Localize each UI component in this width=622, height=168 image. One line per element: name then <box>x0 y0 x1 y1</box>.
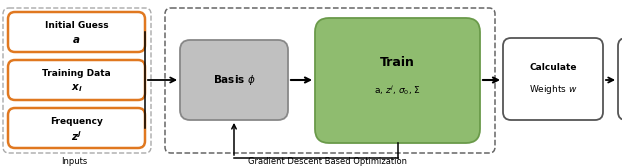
Text: Train: Train <box>380 56 415 69</box>
Text: $\bfit{z}^j$: $\bfit{z}^j$ <box>71 129 82 143</box>
Text: Frequency: Frequency <box>50 117 103 126</box>
Text: Gradient Descent Based Optimization: Gradient Descent Based Optimization <box>248 157 407 166</box>
Text: a, $z^j$, $\sigma_0$, $\Sigma$: a, $z^j$, $\sigma_0$, $\Sigma$ <box>374 83 421 97</box>
FancyBboxPatch shape <box>8 108 145 148</box>
Text: Basis $\phi$: Basis $\phi$ <box>213 73 256 87</box>
Text: Inputs: Inputs <box>62 157 88 166</box>
FancyBboxPatch shape <box>180 40 288 120</box>
FancyBboxPatch shape <box>315 18 480 143</box>
Text: Training Data: Training Data <box>42 69 111 78</box>
FancyBboxPatch shape <box>8 12 145 52</box>
Text: Initial Guess: Initial Guess <box>45 21 108 30</box>
FancyBboxPatch shape <box>8 60 145 100</box>
Text: Weights $w$: Weights $w$ <box>529 82 577 95</box>
Text: $\bfit{x}_i$: $\bfit{x}_i$ <box>71 82 82 94</box>
Text: Calculate: Calculate <box>529 62 577 72</box>
FancyBboxPatch shape <box>618 38 622 120</box>
Text: a: a <box>73 35 80 45</box>
FancyBboxPatch shape <box>503 38 603 120</box>
